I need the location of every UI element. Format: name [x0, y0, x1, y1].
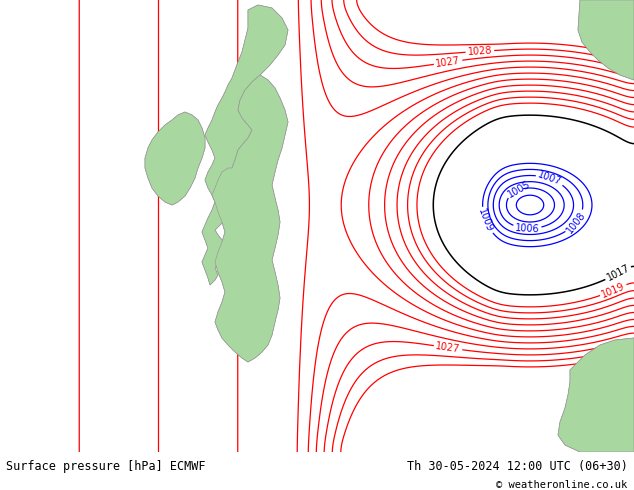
- Text: 1028: 1028: [600, 343, 626, 358]
- Polygon shape: [212, 75, 288, 362]
- Text: Surface pressure [hPa] ECMWF: Surface pressure [hPa] ECMWF: [6, 460, 206, 473]
- Text: 1007: 1007: [536, 170, 563, 188]
- Text: 1027: 1027: [435, 55, 461, 69]
- Text: 1009: 1009: [477, 207, 495, 234]
- Text: 1019: 1019: [600, 281, 626, 300]
- Text: © weatheronline.co.uk: © weatheronline.co.uk: [496, 480, 628, 490]
- Text: 1028: 1028: [467, 46, 493, 57]
- Polygon shape: [145, 112, 205, 205]
- Text: 1027: 1027: [435, 341, 461, 354]
- Text: 1006: 1006: [515, 222, 540, 234]
- Polygon shape: [578, 0, 634, 80]
- Polygon shape: [202, 5, 288, 285]
- Polygon shape: [202, 5, 288, 285]
- Text: Th 30-05-2024 12:00 UTC (06+30): Th 30-05-2024 12:00 UTC (06+30): [407, 460, 628, 473]
- Polygon shape: [212, 75, 288, 362]
- Polygon shape: [558, 338, 634, 452]
- Polygon shape: [578, 0, 634, 80]
- Text: 1017: 1017: [605, 263, 631, 283]
- Text: 1008: 1008: [565, 210, 588, 235]
- Polygon shape: [145, 112, 205, 205]
- Polygon shape: [558, 338, 634, 452]
- Text: 1005: 1005: [507, 179, 533, 200]
